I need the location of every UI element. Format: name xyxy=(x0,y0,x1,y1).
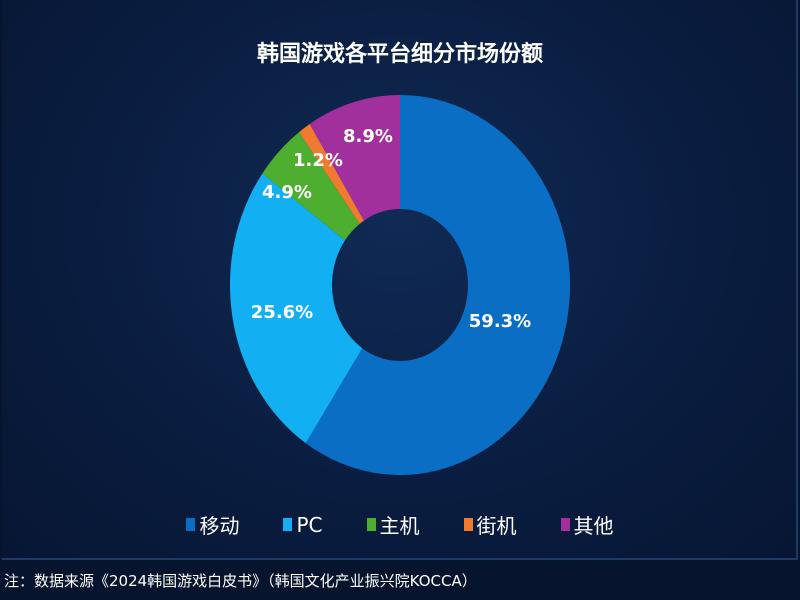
legend-item: 街机 xyxy=(463,510,517,539)
legend-label: 移动 xyxy=(199,514,240,538)
slice-0 xyxy=(305,95,570,475)
legend-label: 其他 xyxy=(573,514,614,538)
legend-label: 街机 xyxy=(476,514,517,538)
slice-4 xyxy=(309,95,400,221)
legend: 移动 PC 主机 街机 其他 xyxy=(0,510,800,539)
legend-swatch xyxy=(283,518,293,531)
data-label: 59.3% xyxy=(469,311,531,332)
slice-1 xyxy=(230,173,363,444)
footnote: 注：数据来源《2024韩国游戏白皮书》（韩国文化产业振兴院KOCCA） xyxy=(4,572,477,590)
data-label: 25.6% xyxy=(251,302,313,323)
legend-swatch xyxy=(463,518,473,531)
legend-item: 主机 xyxy=(366,510,420,539)
slice-3 xyxy=(299,123,364,224)
legend-item: 移动 xyxy=(186,510,239,539)
legend-swatch xyxy=(366,518,376,531)
legend-label: 主机 xyxy=(379,514,420,538)
legend-swatch xyxy=(186,518,196,531)
data-label: 1.2% xyxy=(293,150,343,171)
data-label: 4.9% xyxy=(262,182,312,203)
slice-2 xyxy=(262,132,360,241)
legend-item: PC xyxy=(283,510,323,539)
legend-swatch xyxy=(560,518,570,531)
legend-label: PC xyxy=(296,512,323,537)
data-label: 8.9% xyxy=(343,126,393,147)
legend-item: 其他 xyxy=(560,510,614,539)
chart-title: 韩国游戏各平台细分市场份额 xyxy=(256,42,543,67)
